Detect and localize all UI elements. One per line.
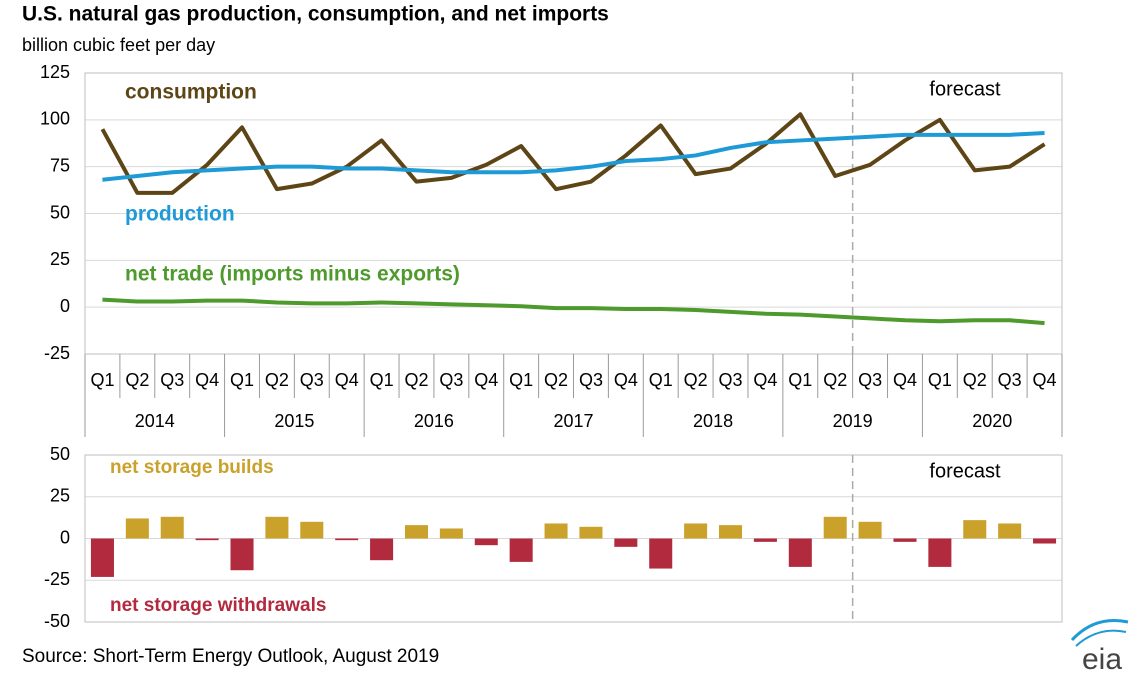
series-label: consumption	[125, 81, 257, 104]
logo-text: eia	[1082, 643, 1122, 676]
bar	[753, 538, 777, 542]
bar	[823, 516, 847, 539]
x-tick-label: Q4	[474, 370, 498, 390]
x-group-label: 2016	[414, 411, 454, 431]
x-group-label: 2018	[693, 411, 733, 431]
chart-title: U.S. natural gas production, consumption…	[22, 3, 609, 26]
bar	[230, 538, 254, 571]
bar	[404, 525, 428, 539]
bar	[335, 538, 359, 541]
x-tick-label: Q2	[125, 370, 149, 390]
bar	[579, 526, 603, 539]
logo-arc	[1075, 629, 1127, 647]
forecast-label: forecast	[929, 78, 1001, 100]
x-tick-label: Q1	[90, 370, 114, 390]
x-tick-label: Q4	[335, 370, 359, 390]
x-tick-label: Q1	[230, 370, 254, 390]
subtitle: billion cubic feet per day	[22, 35, 215, 55]
series-label: production	[125, 203, 235, 226]
bar	[160, 516, 184, 539]
bar	[719, 525, 743, 539]
bar	[195, 538, 219, 541]
x-tick-label: Q3	[719, 370, 743, 390]
bar	[90, 538, 114, 577]
y-tick-label: -50	[44, 611, 70, 631]
x-tick-label: Q1	[370, 370, 394, 390]
x-tick-label: Q2	[684, 370, 708, 390]
bar	[614, 538, 638, 547]
x-group-label: 2015	[274, 411, 314, 431]
logo: eia	[1070, 618, 1129, 676]
bar	[998, 523, 1022, 539]
bar	[544, 523, 568, 539]
y-tick-label: 125	[40, 62, 70, 82]
x-tick-label: Q3	[300, 370, 324, 390]
x-tick-label: Q4	[753, 370, 777, 390]
x-tick-label: Q1	[788, 370, 812, 390]
x-tick-label: Q2	[823, 370, 847, 390]
bar	[265, 516, 289, 539]
series-line	[100, 112, 1046, 195]
x-tick-label: Q1	[649, 370, 673, 390]
x-tick-label: Q3	[439, 370, 463, 390]
bar	[125, 518, 149, 539]
series-line	[102, 297, 1045, 326]
y-tick-label: -25	[44, 343, 70, 363]
forecast-label: forecast	[929, 460, 1001, 482]
x-tick-label: Q3	[998, 370, 1022, 390]
bar	[370, 538, 394, 561]
y-tick-label: 100	[40, 109, 70, 129]
bar	[649, 538, 673, 569]
y-tick-label: 0	[60, 527, 70, 547]
x-tick-label: Q3	[160, 370, 184, 390]
x-group-label: 2014	[135, 411, 175, 431]
x-tick-label: Q1	[509, 370, 533, 390]
y-tick-label: 50	[50, 202, 70, 222]
positive-label: net storage builds	[110, 457, 274, 478]
y-tick-label: -25	[44, 569, 70, 589]
x-tick-label: Q1	[928, 370, 952, 390]
x-tick-label: Q2	[963, 370, 987, 390]
x-group-label: 2020	[972, 411, 1012, 431]
bar	[858, 521, 882, 539]
x-tick-label: Q4	[195, 370, 219, 390]
x-group-label: 2017	[553, 411, 593, 431]
x-tick-label: Q3	[579, 370, 603, 390]
bar	[509, 538, 533, 562]
series-line	[102, 130, 1045, 182]
bar	[1033, 538, 1057, 544]
y-tick-label: 0	[60, 296, 70, 316]
y-tick-label: 25	[50, 486, 70, 506]
bar	[928, 538, 952, 567]
x-tick-label: Q4	[614, 370, 638, 390]
x-tick-label: Q4	[1033, 370, 1057, 390]
bar	[474, 538, 498, 546]
x-tick-label: Q2	[544, 370, 568, 390]
bar	[684, 523, 708, 539]
y-tick-label: 75	[50, 155, 70, 175]
x-group-label: 2019	[833, 411, 873, 431]
source: Source: Short-Term Energy Outlook, Augus…	[22, 646, 439, 667]
bar	[439, 528, 463, 539]
y-tick-label: 25	[50, 249, 70, 269]
x-tick-label: Q2	[404, 370, 428, 390]
logo-arc	[1070, 618, 1129, 642]
x-tick-label: Q2	[265, 370, 289, 390]
series-label: net trade (imports minus exports)	[125, 263, 460, 286]
bar	[893, 538, 917, 542]
bar	[963, 520, 987, 539]
bar	[300, 521, 324, 539]
plot-border	[84, 454, 1063, 623]
x-tick-label: Q4	[893, 370, 917, 390]
y-tick-label: 50	[50, 444, 70, 464]
negative-label: net storage withdrawals	[110, 595, 326, 616]
bar	[788, 538, 812, 567]
x-tick-label: Q3	[858, 370, 882, 390]
